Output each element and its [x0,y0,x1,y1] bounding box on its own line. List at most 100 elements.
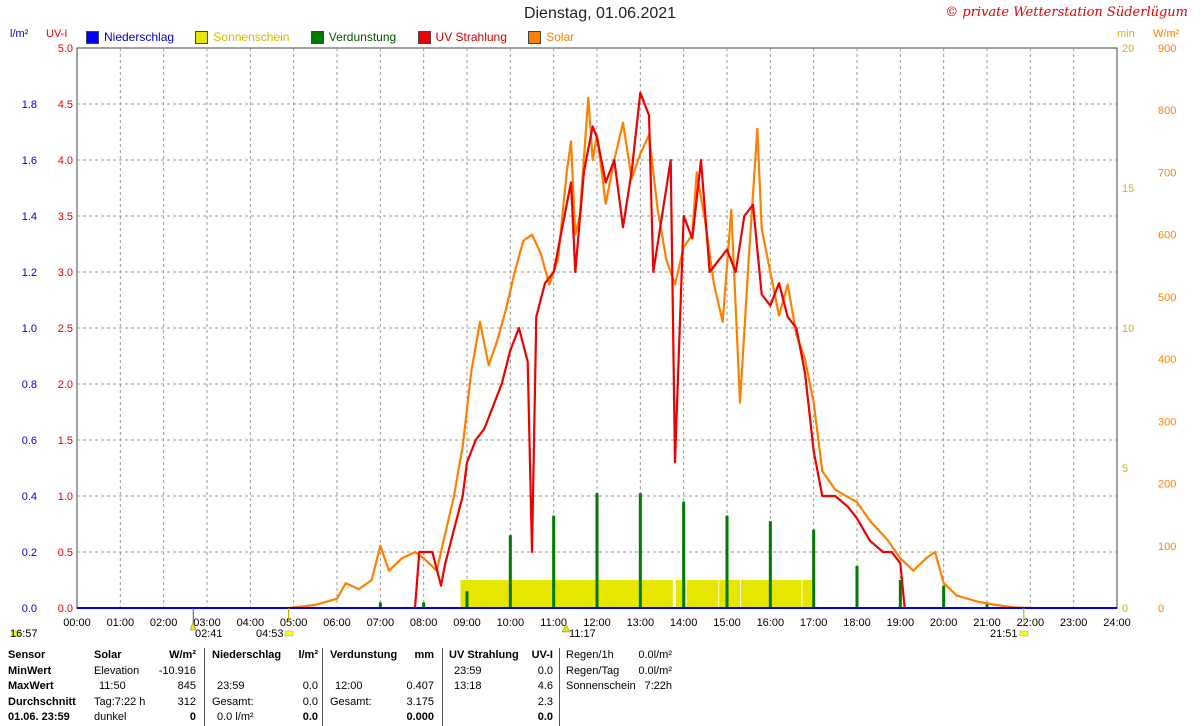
rain-tick-label: 0.4 [22,491,37,503]
rain-tick-label: 1.0 [22,323,37,335]
solar-cell: dunkel [94,711,127,723]
label-max: MaxWert [8,680,54,692]
evaporation-bar [812,529,816,608]
evaporation-bar [552,515,556,608]
min-tick-label: 0 [1122,603,1128,615]
solar-row: Tag:7:22 h 312 [94,695,200,711]
x-tick-label: 01:00 [107,617,135,629]
rain-value: 0.0 [302,695,318,708]
rain-tick-label: 1.4 [22,211,37,223]
evap-header: Verdunstung mm [330,648,434,664]
table-divider [322,648,323,726]
x-tick-label: 21:00 [973,617,1001,629]
min-tick-label: 10 [1122,323,1134,335]
table-divider [559,648,560,726]
rain-tick-label: 1.2 [22,267,37,279]
unit-solar: W/m² [1153,28,1180,40]
label-min: MinWert [8,664,52,677]
solar-header: Solar W/m² [94,648,200,664]
regen-row: Sonnenschein 7:22h [566,679,672,695]
rain-tick-label: 0.2 [22,547,37,559]
chart-title: Dienstag, 01.06.2021 [523,5,677,22]
solar-cell: 11:50 [99,680,126,692]
x-tick-label: 12:00 [583,617,611,629]
x-tick-label: 18:00 [843,617,871,629]
event-noon: 11:17 [569,628,596,640]
regen-cell: Regen/Tag [566,664,620,677]
solar-cell: Tag:7:22 h [94,695,146,708]
x-tick-label: 23:00 [1060,617,1088,629]
uv-tick-label: 0.5 [58,547,73,559]
evap-row: 12:00 0.407 [330,679,434,695]
solar-tick-label: 100 [1158,541,1176,553]
x-tick-label: 08:00 [410,617,438,629]
evaporation-bar [595,493,599,608]
rain-row: Gesamt: 0.0 [212,695,318,711]
x-tick-label: 13:00 [627,617,655,629]
solar-header-label: Solar [94,649,122,661]
sunshine-block [802,580,814,608]
regen-cell: Regen/1h [566,649,614,661]
uv-cell: 23:59 [454,664,482,677]
sun-icon [11,630,21,637]
noon-icon [561,623,571,633]
sunshine-block [719,580,740,608]
uv-tick-label: 1.0 [58,491,73,503]
legend-swatch [528,30,542,44]
solar-tick-label: 700 [1158,167,1176,179]
x-tick-label: 14:00 [670,617,698,629]
rain-tick-label: 0.6 [22,435,37,447]
evaporation-bar [985,602,989,608]
evap-row: Gesamt: 3.175 [330,695,434,711]
table-solar: Solar W/m² Elevation -10.916 11:50 845 Tag… [94,648,200,726]
uv-value: 0.0 [537,664,553,677]
solar-row: 11:50 845 [94,679,200,695]
evaporation-bar [898,580,902,608]
legend-label: Verdunstung [328,30,397,44]
sunrise-icon [284,630,294,637]
legend-swatch [195,30,209,44]
uv-tick-label: 1.5 [58,435,73,447]
copyright-label: © private Wetterstation Süderlügum [945,5,1188,20]
evaporation-bar [725,515,729,608]
uv-value: 0.0 [537,711,553,723]
evap-value: 0.000 [406,711,434,723]
solar-value: -10.916 [158,664,196,677]
legend-item-solar: Solar [528,30,574,44]
table-regen: Regen/1h 0.0l/m² Regen/Tag 0.0l/m² Sonnens… [566,648,672,726]
rain-header-label: Niederschlag [212,649,282,661]
event-left-time: 16:57 [10,628,38,640]
solar-tick-label: 900 [1158,43,1176,55]
x-tick-label: 07:00 [367,617,395,629]
uv-header-label: UV Strahlung [449,649,519,661]
uv-tick-label: 3.5 [58,211,73,223]
table-evap: Verdunstung mm 12:00 0.407 Gesamt: 3.175 0… [330,648,434,726]
min-tick-label: 15 [1122,183,1134,195]
rain-tick-label: 0.8 [22,379,37,391]
solar-row: dunkel 0 [94,710,200,726]
solar-unit: W/m² [169,649,196,661]
uv-unit: UV-I [531,649,553,661]
regen-value: 0.0l/m² [638,664,672,677]
solar-tick-label: 500 [1158,292,1176,304]
x-tick-label: 22:00 [1017,617,1045,629]
legend-label: Solar [546,30,575,44]
evaporation-bar [422,602,426,608]
solar-tick-label: 600 [1158,230,1176,242]
uv-header: UV Strahlung UV-I [449,648,553,664]
rain-tick-label: 1.6 [22,155,37,167]
uv-tick-label: 3.0 [58,267,73,279]
x-tick-label: 16:00 [757,617,785,629]
solar-cell: Elevation [94,664,140,677]
unit-rain: l/m² [10,28,29,40]
x-tick-label: 20:00 [930,617,958,629]
evap-cell: 12:00 [335,680,363,692]
label-avg: Durchschnitt [8,695,76,708]
weather-chart: 00:00 01:00 02:00 03:00 04:00 05:00 06:00 07:00… [11,43,1176,637]
rain-value: 0.0 [302,711,318,723]
x-tick-label: 00:00 [63,617,91,629]
uv-line [413,91,906,609]
rain-tick-label: 0.0 [22,603,37,615]
min-tick-label: 20 [1122,43,1134,55]
solar-tick-label: 0 [1158,603,1164,615]
